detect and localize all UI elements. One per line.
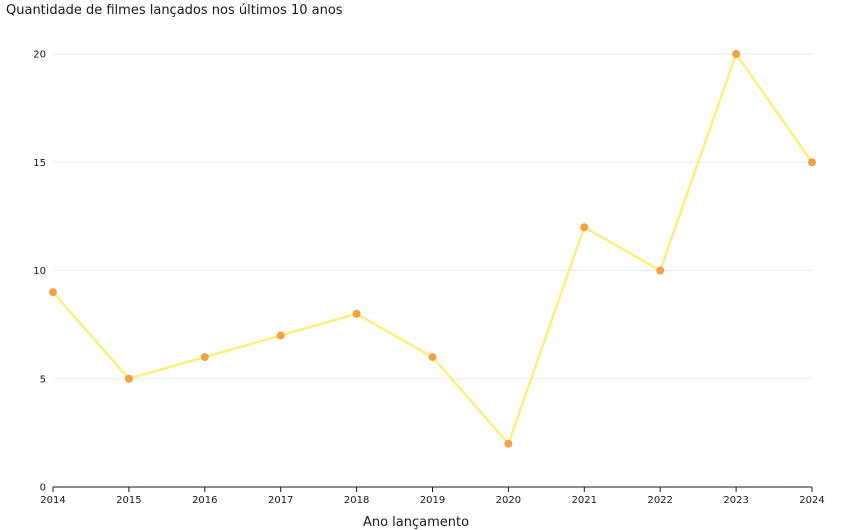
x-tick-label: 2014	[40, 495, 65, 506]
data-point[interactable]	[352, 309, 361, 318]
data-point[interactable]	[200, 353, 209, 362]
data-point[interactable]	[124, 374, 133, 383]
x-tick-label: 2021	[572, 495, 597, 506]
chart-title: Quantidade de filmes lançados nos último…	[6, 3, 343, 18]
x-tick-label: 2022	[647, 495, 672, 506]
y-axis-labels: 0 5 10 15 20	[33, 50, 46, 494]
data-point[interactable]	[808, 158, 816, 167]
data-point[interactable]	[732, 50, 741, 58]
x-tick-label: 2024	[799, 495, 824, 506]
y-tick-label: 0	[40, 483, 46, 494]
data-point[interactable]	[49, 288, 57, 297]
x-tick-label: 2020	[496, 495, 521, 506]
x-tick-label: 2023	[723, 495, 748, 506]
x-axis-label: Ano lançamento	[363, 515, 469, 530]
x-tick-label: 2017	[268, 495, 293, 506]
x-tick-label: 2016	[192, 495, 217, 506]
x-tick-label: 2015	[116, 495, 141, 506]
data-point[interactable]	[276, 331, 285, 340]
gridlines	[53, 53, 812, 380]
data-series	[49, 50, 816, 448]
series-line	[52, 52, 814, 445]
data-point[interactable]	[428, 353, 437, 362]
y-tick-label: 20	[33, 50, 46, 61]
y-tick-label: 5	[40, 374, 46, 385]
x-tick-label: 2019	[420, 495, 445, 506]
data-point[interactable]	[580, 223, 589, 232]
x-axis: 2014 2015 2016 2017 2018 2019 2020 2021 2022 2023…	[40, 486, 825, 506]
data-point[interactable]	[504, 439, 513, 448]
x-tick-label: 2018	[344, 495, 369, 506]
data-point[interactable]	[656, 266, 665, 275]
y-tick-label: 15	[33, 158, 46, 169]
y-tick-label: 10	[33, 266, 46, 277]
